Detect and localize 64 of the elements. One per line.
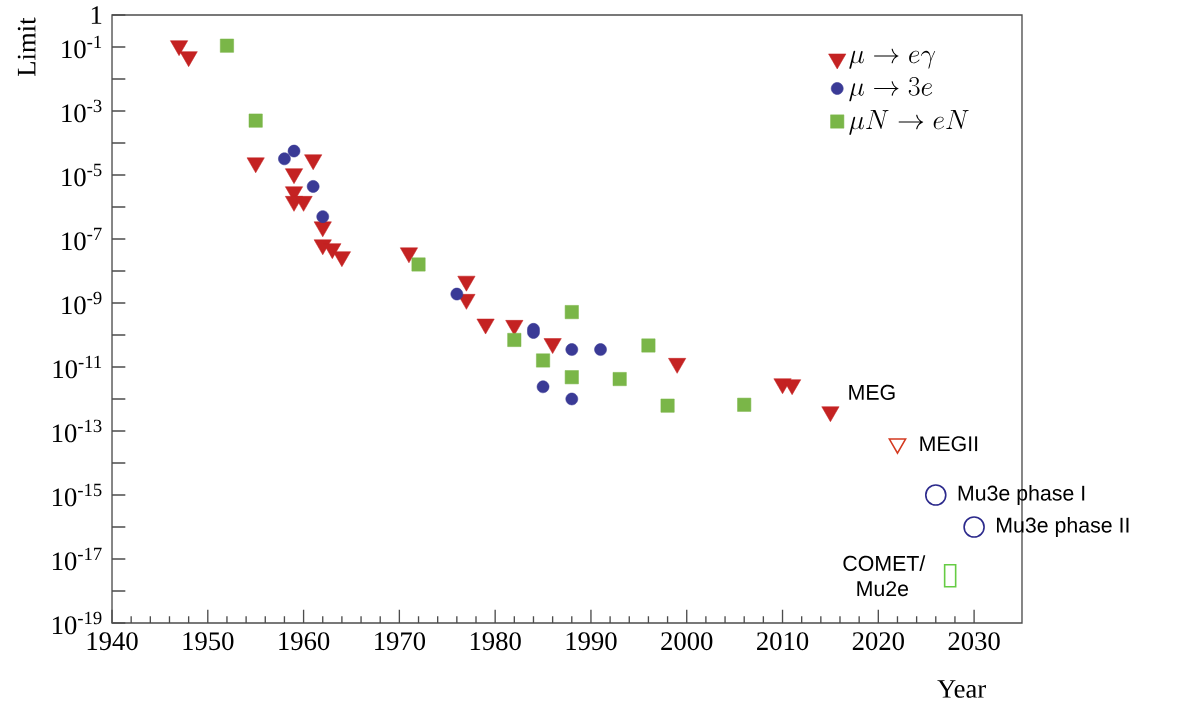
point — [641, 338, 656, 353]
point — [888, 438, 907, 454]
x-tick-label: 1950 — [183, 632, 234, 651]
point — [668, 358, 687, 374]
y-tick-label: 10$^{-1}$ — [62, 35, 102, 59]
x-tick-label: 1990 — [566, 632, 617, 651]
series-label: COMET/ Mu2e — [843, 555, 926, 597]
point — [411, 257, 426, 272]
point — [400, 247, 418, 264]
y-tick-label: 10$^{-15}$ — [52, 483, 102, 507]
y-tick-label: 10$^{-7}$ — [62, 227, 102, 251]
y-tick-label: 10$^{-17}$ — [52, 547, 102, 571]
y-tick-label: 10$^{-13}$ — [52, 419, 102, 443]
point — [316, 210, 330, 223]
point — [660, 398, 675, 413]
x-tick-label: 1980 — [470, 632, 521, 651]
point — [924, 484, 947, 506]
x-tick-label: 1970 — [375, 632, 426, 651]
series-label: Mu3e phase I — [958, 485, 1085, 505]
point — [821, 406, 840, 422]
y-tick-label: 1 — [91, 6, 102, 24]
point — [170, 40, 188, 56]
point — [565, 392, 579, 406]
x-tick-label: 2010 — [757, 632, 809, 651]
annotation: MEG — [849, 384, 895, 400]
point — [564, 305, 579, 320]
point — [505, 320, 524, 336]
legend-label: $\mu \rightarrow e\gamma$ — [849, 48, 936, 69]
point — [306, 180, 320, 193]
x-axis-title: Year — [937, 680, 986, 698]
point — [304, 154, 323, 170]
point — [507, 333, 522, 347]
y-tick-label: 10$^{-9}$ — [62, 291, 102, 315]
point — [612, 372, 627, 386]
y-tick-label: 10$^{-11}$ — [53, 355, 102, 379]
point — [457, 275, 476, 292]
point — [564, 370, 579, 385]
x-tick-label: 2000 — [661, 632, 713, 651]
y-axis-title: Limit — [17, 17, 36, 76]
point — [536, 380, 550, 394]
point — [536, 353, 550, 368]
x-tick-label: 1960 — [279, 632, 330, 651]
point — [332, 251, 351, 267]
point — [476, 318, 495, 335]
point — [246, 157, 265, 174]
point — [594, 343, 607, 356]
point — [543, 338, 562, 354]
x-tick-label: 2020 — [852, 632, 904, 651]
point — [285, 168, 303, 184]
series-label: Mu3e phase II — [997, 517, 1129, 537]
point — [313, 221, 332, 238]
y-tick-label: 10$^{-5}$ — [62, 163, 102, 187]
point — [737, 397, 752, 412]
y-tick-label: 10$^{-3}$ — [62, 99, 102, 123]
point — [565, 343, 579, 356]
series-label: MEGII — [920, 436, 978, 452]
point — [450, 287, 464, 301]
point — [963, 516, 985, 538]
point — [179, 51, 198, 67]
point — [287, 144, 301, 158]
legend-label: $\mu \rightarrow 3e$ — [849, 77, 933, 102]
point — [278, 152, 291, 166]
x-tick-label: 2030 — [948, 632, 1000, 651]
legend-label: $\mu N \rightarrow eN$ — [849, 110, 969, 135]
